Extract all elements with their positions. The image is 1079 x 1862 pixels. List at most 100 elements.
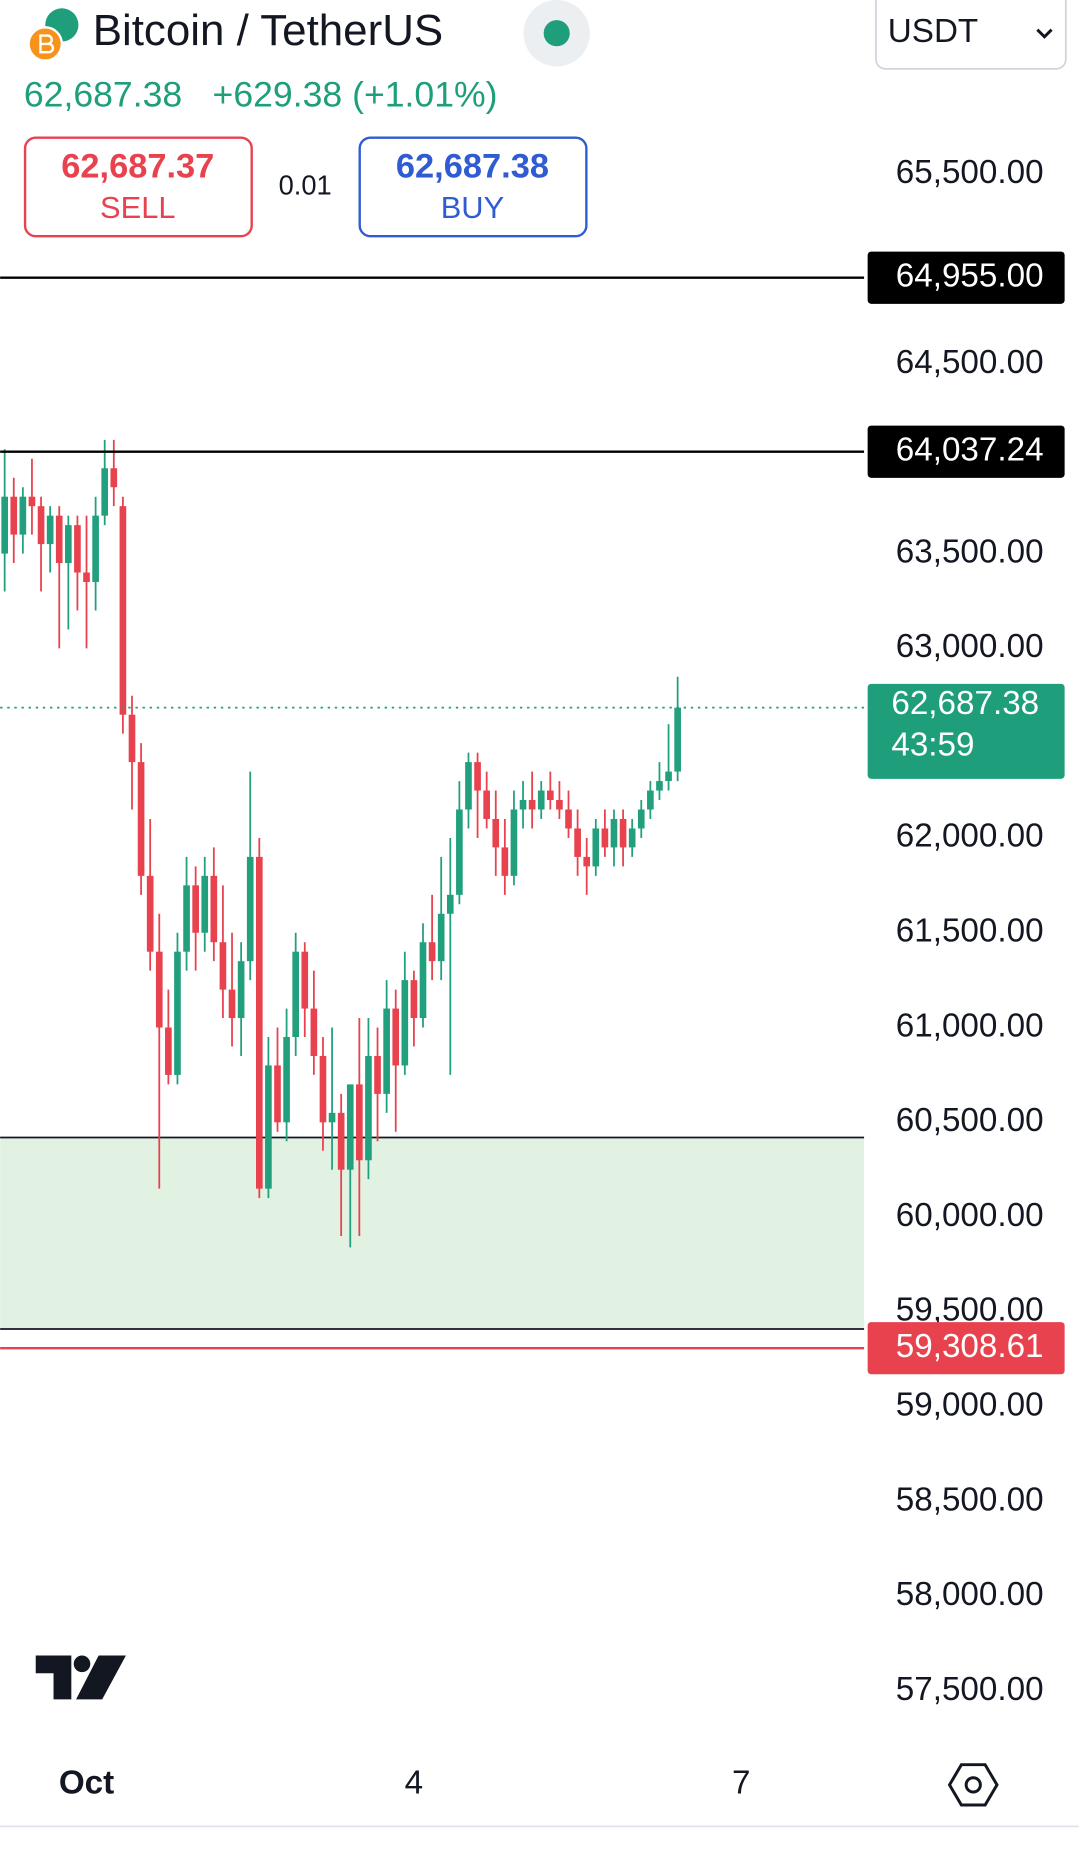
candle-body <box>374 1055 381 1094</box>
candle-body <box>501 847 509 876</box>
candle-body <box>365 1055 372 1161</box>
candle-body <box>592 828 600 867</box>
candle-body <box>492 818 500 848</box>
candle-body <box>228 989 236 1019</box>
candle-body <box>310 1008 318 1056</box>
level-tag <box>867 1322 1065 1375</box>
candle-body <box>619 818 627 848</box>
candle-body <box>265 1065 272 1189</box>
candle-body <box>428 942 436 962</box>
y-tick-label: 65,500.00 <box>896 154 1044 191</box>
candle-body <box>674 707 681 772</box>
overlay: 64,955.00 64,037.24 59,308.61 62,687.38 43:5… <box>0 251 1065 1375</box>
sell-button[interactable]: 62,687.37 SELL <box>23 136 253 238</box>
bitcoin-glyph <box>39 34 55 54</box>
candle-body <box>146 875 154 952</box>
candle-body <box>165 1027 172 1075</box>
candle-body <box>528 800 536 810</box>
currency-box[interactable] <box>875 0 1067 70</box>
y-tick-label: 63,500.00 <box>896 533 1044 570</box>
candle-body <box>301 951 309 1009</box>
candle-body <box>647 790 654 810</box>
candle-body <box>346 1084 354 1170</box>
candle-body <box>601 828 609 848</box>
candle-body <box>474 762 481 791</box>
currency-label: USDT <box>888 13 978 50</box>
x-tick-label: 7 <box>732 1765 750 1802</box>
candle-body <box>465 762 472 810</box>
candle-body <box>28 496 36 507</box>
last-price: 62,687.38 <box>24 75 182 115</box>
price-axis: 57,500.0058,000.0058,500.0059,000.0059,5… <box>59 154 1044 1801</box>
y-tick-label: 58,500.00 <box>896 1481 1044 1518</box>
candle-body <box>437 913 445 962</box>
candle-body <box>328 1112 336 1123</box>
candle-body <box>656 781 663 791</box>
logo-part <box>35 1655 72 1700</box>
candle-body <box>192 885 199 933</box>
candle-body <box>183 885 190 952</box>
buy-label: BUY <box>441 190 504 225</box>
candle-body <box>55 515 63 564</box>
logo-part <box>76 1655 126 1700</box>
candle-body <box>65 525 72 564</box>
spread: 0.01 <box>279 170 332 201</box>
candle-body <box>174 951 181 1075</box>
candle-body <box>483 790 490 819</box>
candle-body <box>255 856 263 1189</box>
settings-button[interactable] <box>947 1763 999 1807</box>
candle-body <box>101 468 109 516</box>
status-dot <box>543 20 570 47</box>
candle-body <box>383 1008 390 1094</box>
candle-body <box>510 809 518 876</box>
buy-box[interactable] <box>358 136 588 238</box>
x-tick-label: 4 <box>405 1765 423 1802</box>
zone <box>0 1137 865 1329</box>
candle-body <box>628 828 636 848</box>
level-label: 64,955.00 <box>896 258 1044 295</box>
candle-body <box>237 961 245 1019</box>
candle-body <box>201 875 209 933</box>
candle-body <box>155 951 163 1028</box>
tradingview-logo <box>35 1655 126 1700</box>
y-tick-label: 60,500.00 <box>896 1102 1044 1139</box>
candle-body <box>119 506 127 715</box>
y-tick-label: 62,000.00 <box>896 818 1044 855</box>
candle-body <box>401 980 409 1066</box>
level-tag <box>867 251 1065 304</box>
candle-body <box>19 496 27 535</box>
candle-body <box>210 875 218 943</box>
candle-body <box>37 506 45 545</box>
candle-body <box>547 790 554 801</box>
sell-price: 62,687.37 <box>61 148 214 186</box>
candle-body <box>137 762 145 876</box>
y-tick-label: 61,500.00 <box>896 913 1044 950</box>
settings-icon[interactable] <box>947 1763 999 1807</box>
symbol-title: Bitcoin / TetherUS <box>93 6 443 55</box>
countdown-label: 43:59 <box>891 727 974 764</box>
plot-area <box>0 439 865 1330</box>
logo-part <box>73 1655 91 1673</box>
header: Bitcoin / TetherUS 62,687.38 +629.38 (+1… <box>23 0 1067 238</box>
buy-button[interactable]: 62,687.38 BUY <box>358 136 588 238</box>
candle-body <box>83 572 90 583</box>
candle-body <box>410 980 418 1019</box>
candle-body <box>319 1055 327 1123</box>
candle-body <box>446 894 454 914</box>
currency-select[interactable]: USDT <box>875 0 1067 70</box>
candle-body <box>283 1037 290 1123</box>
candle-body <box>665 771 672 782</box>
level-tag <box>867 425 1065 478</box>
sell-box[interactable] <box>23 136 253 238</box>
y-tick-label: 60,000.00 <box>896 1197 1044 1234</box>
y-tick-label: 59,000.00 <box>896 1386 1044 1423</box>
candle-body <box>337 1112 345 1170</box>
sell-label: SELL <box>100 190 175 225</box>
y-tick-label: 64,500.00 <box>896 344 1044 381</box>
buy-price: 62,687.38 <box>396 148 549 186</box>
level-label: 64,037.24 <box>896 432 1044 469</box>
candle-body <box>519 800 527 810</box>
candle-body <box>419 942 427 1019</box>
candle-body <box>274 1065 281 1123</box>
